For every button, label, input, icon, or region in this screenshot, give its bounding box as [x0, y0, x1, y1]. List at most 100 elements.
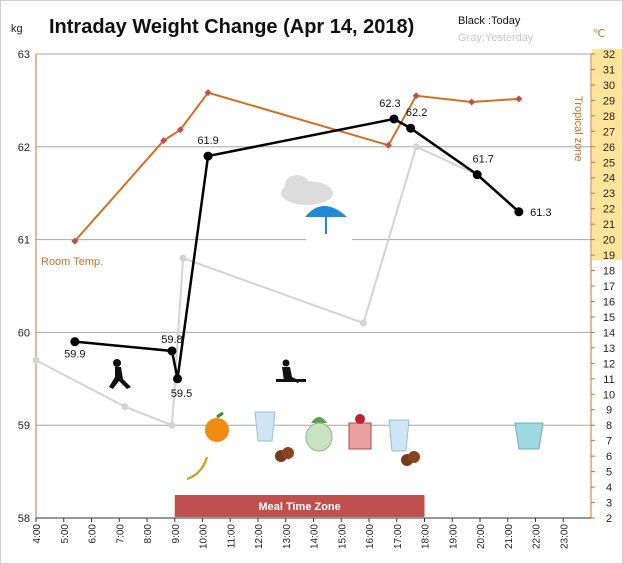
left-tick-label: 60 [18, 327, 30, 339]
right-tick-label: 28 [603, 111, 615, 123]
right-tick-label: 17 [603, 281, 615, 293]
left-tick-label: 59 [18, 420, 30, 432]
cloud-umbrella-icon [281, 175, 347, 239]
right-tick-label: 6 [606, 451, 612, 463]
meal-time-zone: Meal Time Zone [174, 495, 425, 517]
today-point [203, 151, 213, 161]
meal-time-zone-label: Meal Time Zone [258, 501, 340, 513]
today-point [389, 114, 399, 124]
x-tick-label: 18:00 [421, 524, 432, 549]
today-data-label: 61.9 [197, 135, 218, 147]
yesterday-point [359, 319, 367, 327]
right-tick-label: 21 [603, 219, 615, 231]
right-tick-label: 5 [606, 467, 612, 479]
right-tick-label: 19 [603, 250, 615, 262]
x-tick-label: 11:00 [226, 524, 237, 549]
today-data-label: 62.3 [379, 98, 400, 110]
right-tick-label: 16 [603, 296, 615, 308]
water-glass-icon [254, 411, 276, 442]
right-tick-label: 13 [603, 343, 615, 355]
today-data-label: 59.5 [171, 388, 192, 400]
x-tick-label: 12:00 [254, 524, 265, 549]
x-tick-label: 14:00 [310, 524, 321, 549]
right-tick-label: 18 [603, 266, 615, 278]
yesterday-point [121, 403, 129, 411]
turnip-icon [305, 417, 333, 452]
x-tick-label: 17:00 [393, 524, 404, 549]
room-temp-point [204, 89, 212, 97]
today-line [74, 117, 520, 380]
room-temp-point [412, 92, 420, 100]
today-data-label: 62.2 [406, 107, 427, 119]
x-tick-label: 6:00 [88, 524, 99, 544]
today-point [472, 170, 482, 180]
yesterday-point [412, 143, 420, 151]
water-glass-icon [388, 419, 410, 452]
room-temp-point [71, 237, 79, 245]
room-temp-point [468, 98, 476, 106]
icon-background [306, 234, 352, 248]
right-tick-label: 10 [603, 389, 615, 401]
right-tick-label: 7 [606, 436, 612, 448]
right-tick-label: 27 [603, 126, 615, 138]
legend-today: Black :Today [458, 15, 521, 27]
x-tick-label: 5:00 [60, 524, 71, 544]
right-tick-label: 11 [603, 374, 614, 386]
x-axis-ticks: 4:00 5:00 6:00 7:00 8:00 9:00 10:00 11:00 12:00 1… [32, 518, 570, 549]
banana-icon [186, 456, 208, 480]
right-tick-label: 15 [603, 312, 615, 324]
today-point [70, 337, 80, 347]
right-tick-label: 2 [606, 513, 612, 525]
walking-icon [109, 359, 131, 389]
tropical-zone-label: Tropical zone [572, 96, 584, 162]
x-tick-label: 13:00 [282, 524, 293, 549]
meal-time-zone-bar [174, 495, 425, 517]
today-point [514, 207, 524, 217]
yesterday-point [168, 421, 176, 429]
yesterday-point [179, 254, 187, 262]
left-tick-label: 58 [18, 513, 30, 525]
today-point [167, 346, 177, 356]
room-temp-point [515, 95, 523, 103]
right-tick-label: 26 [603, 142, 615, 154]
x-tick-label: 7:00 [115, 524, 126, 544]
right-tick-label: 32 [603, 49, 615, 61]
today-data-label: 59.8 [161, 334, 182, 346]
right-tick-label: 3 [606, 498, 612, 510]
data-labels: 59.9 59.8 59.5 61.9 62.3 62.2 61.7 61.3 [64, 98, 551, 400]
right-tick-label: 9 [606, 405, 612, 417]
tropical-zone-band [592, 49, 622, 260]
x-tick-label: 8:00 [143, 524, 154, 544]
left-tick-label: 61 [18, 235, 30, 247]
left-unit-label: kg [11, 23, 23, 35]
right-tick-label: 23 [603, 188, 615, 200]
yogurt-cup-icon [514, 422, 544, 450]
gardening-icon [276, 359, 306, 383]
orange-icon [205, 411, 229, 442]
series-layer [32, 89, 524, 429]
x-tick-label: 9:00 [171, 524, 182, 544]
right-tick-label: 29 [603, 95, 615, 107]
right-tick-label: 14 [603, 327, 615, 339]
yesterday-line [35, 145, 478, 427]
room-temp-line [74, 91, 519, 242]
right-tick-label: 4 [606, 482, 612, 494]
yesterday-point [32, 356, 40, 364]
cookies-icon [275, 447, 294, 462]
x-tick-label: 10:00 [199, 524, 210, 549]
today-point [406, 123, 416, 133]
right-tick-label: 8 [606, 420, 612, 432]
x-tick-label: 21:00 [504, 524, 515, 549]
room-temp-point [160, 137, 168, 145]
x-tick-label: 22:00 [532, 524, 543, 549]
today-data-label: 61.3 [530, 207, 551, 219]
left-tick-label: 62 [18, 142, 30, 154]
x-tick-label: 19:00 [448, 524, 459, 549]
x-tick-label: 23:00 [559, 524, 570, 549]
x-tick-label: 4:00 [32, 524, 43, 544]
cake-icon [348, 414, 372, 450]
right-tick-label: 31 [603, 64, 615, 76]
today-point [173, 374, 183, 384]
